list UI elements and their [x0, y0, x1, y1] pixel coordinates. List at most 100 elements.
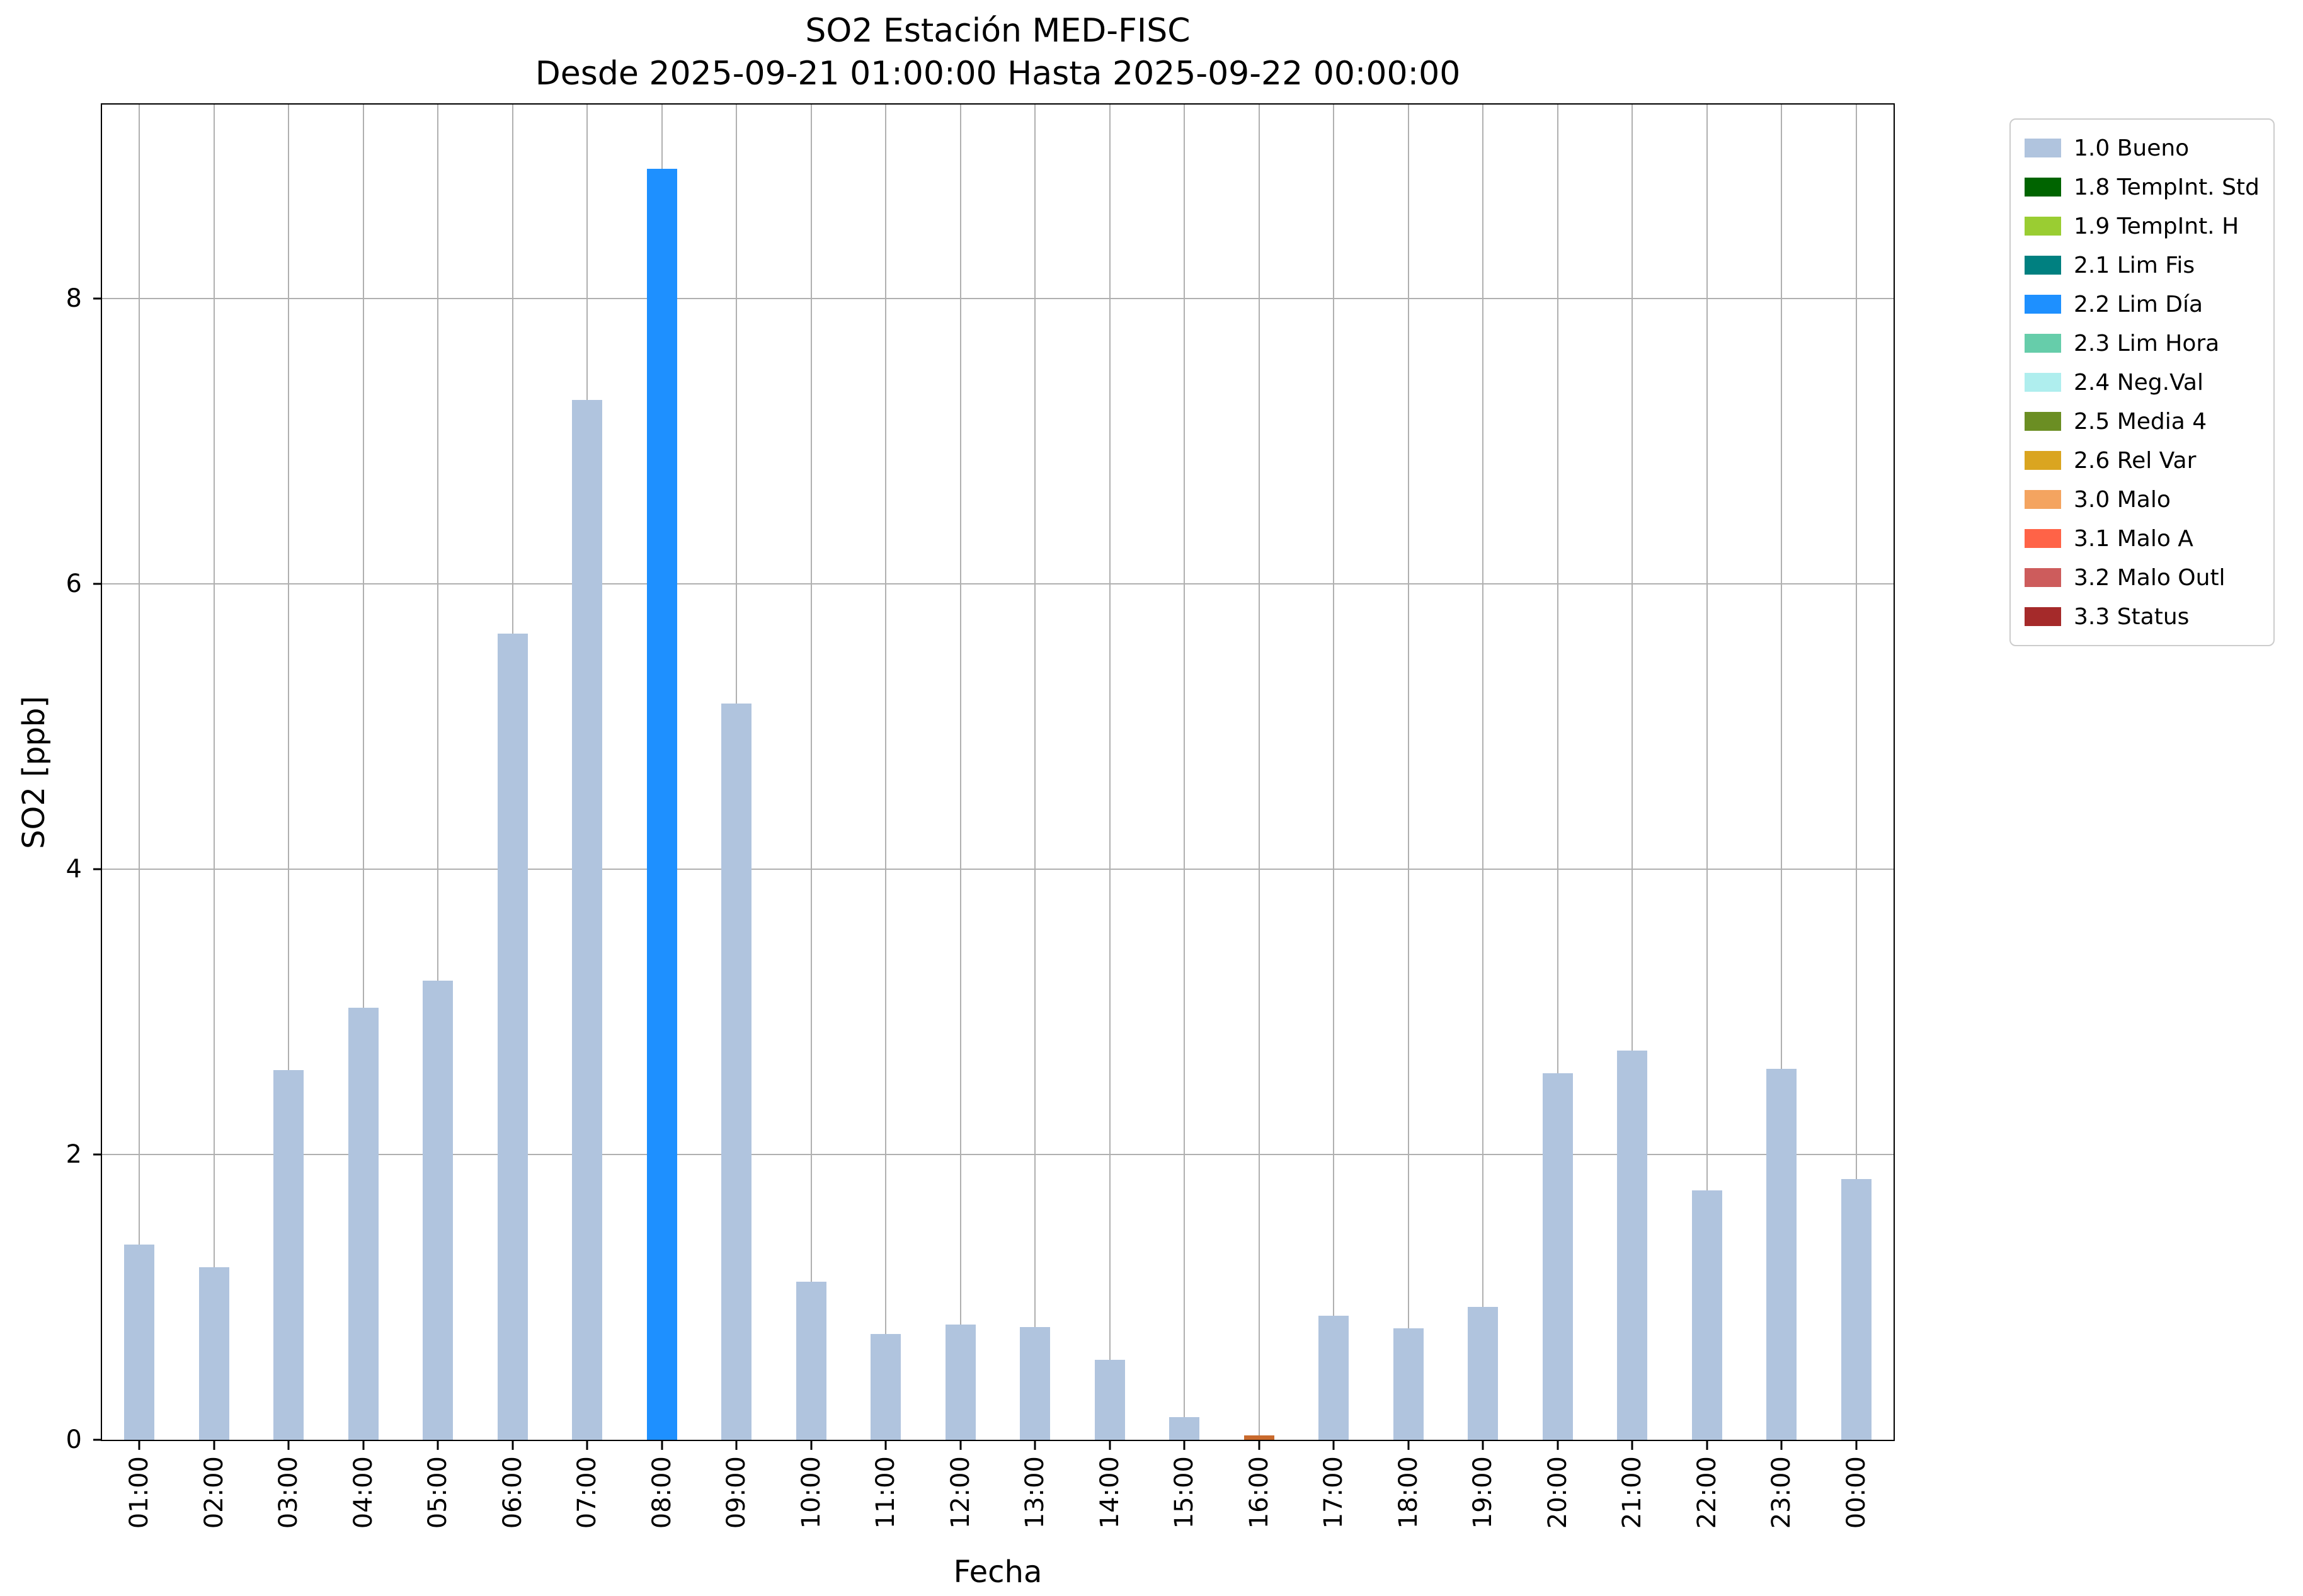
x-tick-label: 22:00 — [1692, 1456, 1722, 1529]
x-tick-mark — [1034, 1441, 1036, 1450]
x-tick-label: 02:00 — [199, 1456, 229, 1529]
grid-line-horizontal — [102, 298, 1894, 300]
x-tick-label: 09:00 — [722, 1456, 751, 1529]
x-tick-mark — [1258, 1441, 1260, 1450]
legend-item: 2.3 Lim Hora — [2025, 324, 2260, 363]
x-tick-label: 16:00 — [1244, 1456, 1274, 1529]
x-tick-mark — [1407, 1441, 1410, 1450]
legend-swatch — [2025, 295, 2061, 314]
x-tick-label: 00:00 — [1841, 1456, 1871, 1529]
legend-swatch — [2025, 568, 2061, 587]
x-tick-mark — [213, 1441, 215, 1450]
x-tick-mark — [437, 1441, 439, 1450]
legend-item: 1.0 Bueno — [2025, 128, 2260, 168]
bar — [497, 634, 528, 1440]
bar — [1318, 1315, 1349, 1440]
legend-label: 1.9 TempInt. H — [2074, 213, 2239, 239]
bar — [198, 1267, 229, 1440]
legend-swatch — [2025, 490, 2061, 509]
y-tick-mark — [93, 297, 102, 300]
legend: 1.0 Bueno 1.8 TempInt. Std 1.9 TempInt. H 2… — [2009, 118, 2275, 646]
x-tick-mark — [1183, 1441, 1186, 1450]
x-tick-mark — [511, 1441, 514, 1450]
legend-swatch — [2025, 256, 2061, 275]
x-tick-mark — [884, 1441, 887, 1450]
x-tick-label: 01:00 — [125, 1456, 154, 1529]
grid-line-vertical — [1632, 105, 1633, 1440]
legend-swatch — [2025, 373, 2061, 392]
grid-line-vertical — [1258, 105, 1260, 1440]
x-tick-label: 19:00 — [1468, 1456, 1498, 1529]
legend-label: 2.4 Neg.Val — [2074, 369, 2203, 396]
y-tick-mark — [93, 1153, 102, 1156]
x-tick-mark — [1855, 1441, 1858, 1450]
x-tick-mark — [287, 1441, 290, 1450]
x-tick-label-layer: 01:00 02:00 03:00 04:00 05:00 06:00 07:00 08:00… — [102, 1456, 1894, 1557]
x-tick-mark — [362, 1441, 365, 1450]
grid-line-vertical — [1184, 105, 1186, 1440]
y-tick-label: 8 — [66, 284, 82, 314]
x-tick-label: 10:00 — [796, 1456, 826, 1529]
legend-label: 3.3 Status — [2074, 603, 2190, 630]
grid-line-horizontal — [102, 1154, 1894, 1156]
legend-swatch — [2025, 412, 2061, 431]
x-tick-mark — [1332, 1441, 1335, 1450]
title-block: SO2 Estación MED-FISC Desde 2025-09-21 0… — [102, 10, 1894, 95]
grid-line-vertical — [437, 105, 439, 1440]
bars-layer — [102, 105, 1894, 1440]
legend-label: 1.0 Bueno — [2074, 135, 2190, 161]
x-tick-mark — [138, 1441, 140, 1450]
legend-swatch — [2025, 607, 2061, 626]
grid-line-vertical — [288, 105, 290, 1440]
bar — [572, 399, 603, 1440]
grid-line-vertical — [1407, 105, 1409, 1440]
grid-line-vertical — [1482, 105, 1484, 1440]
bar — [1766, 1069, 1797, 1440]
legend-swatch — [2025, 217, 2061, 236]
legend-item: 2.2 Lim Día — [2025, 285, 2260, 324]
legend-label: 2.2 Lim Día — [2074, 291, 2203, 317]
x-tick-mark — [1482, 1441, 1484, 1450]
bar — [945, 1324, 976, 1440]
x-axis-label: Fecha — [953, 1554, 1043, 1590]
legend-item: 2.5 Media 4 — [2025, 402, 2260, 441]
x-tick-mark — [810, 1441, 813, 1450]
x-tick-label: 12:00 — [946, 1456, 975, 1529]
bar — [871, 1334, 901, 1440]
y-tick-label: 2 — [66, 1140, 82, 1170]
grid-line-vertical — [362, 105, 364, 1440]
legend-item: 3.1 Malo A — [2025, 519, 2260, 558]
y-tick-layer — [93, 105, 102, 1441]
x-tick-label: 23:00 — [1767, 1456, 1797, 1529]
bar — [796, 1281, 826, 1440]
legend-label: 2.5 Media 4 — [2074, 408, 2207, 435]
legend-swatch — [2025, 334, 2061, 353]
legend-item: 3.3 Status — [2025, 597, 2260, 636]
y-tick-mark — [93, 868, 102, 870]
x-tick-mark — [1631, 1441, 1633, 1450]
bar — [348, 1007, 379, 1440]
legend-swatch — [2025, 178, 2061, 197]
bar — [1169, 1416, 1200, 1440]
y-tick-label: 0 — [66, 1425, 82, 1454]
grid-line-vertical — [1781, 105, 1783, 1440]
grid-line-horizontal — [102, 583, 1894, 585]
legend-label: 2.1 Lim Fis — [2074, 252, 2195, 278]
y-tick-mark — [93, 583, 102, 585]
x-tick-mark — [959, 1441, 962, 1450]
legend-item: 3.0 Malo — [2025, 480, 2260, 519]
bar — [1094, 1360, 1125, 1440]
plot-area — [101, 103, 1895, 1441]
x-tick-label: 13:00 — [1020, 1456, 1050, 1529]
x-tick-mark — [1109, 1441, 1111, 1450]
y-tick-mark — [93, 1439, 102, 1441]
legend-swatch — [2025, 529, 2061, 548]
x-tick-mark — [661, 1441, 663, 1450]
x-tick-label: 03:00 — [274, 1456, 304, 1529]
bar — [273, 1070, 304, 1440]
x-tick-mark — [586, 1441, 588, 1450]
bar — [423, 980, 454, 1440]
grid-line-vertical — [1333, 105, 1335, 1440]
x-tick-label: 17:00 — [1319, 1456, 1349, 1529]
legend-swatch — [2025, 139, 2061, 157]
